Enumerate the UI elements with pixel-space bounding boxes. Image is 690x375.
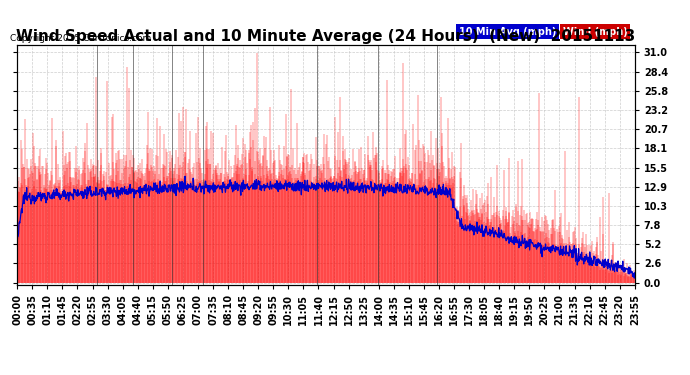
Title: Wind Speed Actual and 10 Minute Average (24 Hours)  (New)  20151113: Wind Speed Actual and 10 Minute Average … bbox=[17, 29, 635, 44]
Text: Copyright 2015 Cartronics.com: Copyright 2015 Cartronics.com bbox=[10, 34, 152, 43]
Text: 10 Min Avg (mph): 10 Min Avg (mph) bbox=[459, 27, 556, 37]
Text: Wind (mph): Wind (mph) bbox=[562, 27, 627, 37]
